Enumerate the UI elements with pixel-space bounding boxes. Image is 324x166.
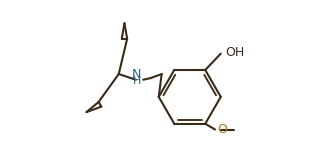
- Text: O: O: [217, 123, 227, 136]
- Text: N: N: [132, 68, 142, 81]
- Text: OH: OH: [225, 46, 244, 59]
- Text: H: H: [133, 76, 141, 86]
